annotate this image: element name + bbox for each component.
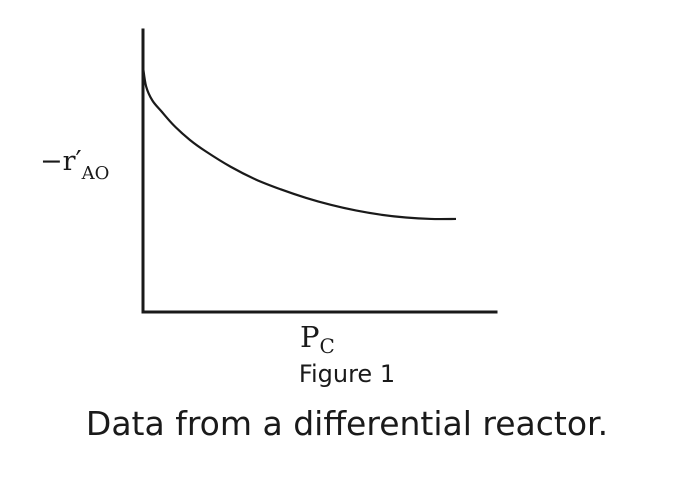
x-axis-label-main: P — [300, 320, 320, 354]
y-axis-label-main: −r′ — [40, 146, 82, 177]
figure-label: Figure 1 — [298, 360, 396, 388]
x-axis-label-subscript: C — [320, 334, 335, 358]
y-axis-label-subscript: AO — [81, 163, 110, 184]
y-axis-label: −r′AO — [40, 146, 109, 184]
data-curve — [141, 66, 457, 221]
figure-caption: Data from a differential reactor. — [85, 404, 609, 443]
x-axis-label: PC — [300, 320, 335, 358]
